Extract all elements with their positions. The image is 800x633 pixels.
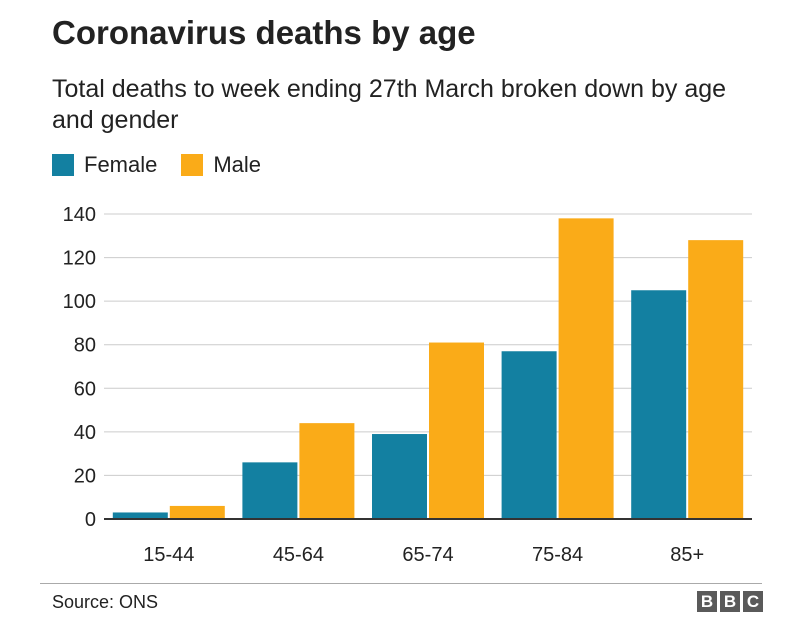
- bbc-logo-letter-2: B: [720, 591, 740, 612]
- bar-male-65-74: [429, 342, 484, 519]
- y-tick-label-120: 120: [63, 248, 96, 270]
- chart-subtitle: Total deaths to week ending 27th March b…: [52, 75, 727, 134]
- legend-item-male: Male: [181, 152, 261, 178]
- bar-male-85+: [688, 240, 744, 519]
- y-tick-label-140: 140: [63, 204, 96, 226]
- legend-swatch-male: [181, 154, 204, 176]
- y-tick-label-80: 80: [74, 335, 96, 357]
- bar-male-45-64: [299, 423, 355, 519]
- y-tick-label-0: 0: [85, 509, 96, 531]
- legend-swatch-female: [52, 154, 74, 176]
- bbc-logo-letter-3: C: [743, 591, 763, 612]
- bar-male-15-44: [169, 505, 225, 519]
- legend: Female Male: [52, 152, 285, 178]
- legend-label-female: Female: [84, 152, 158, 177]
- chart-title: Coronavirus deaths by age: [52, 14, 476, 51]
- legend-label-male: Male: [213, 152, 262, 177]
- y-tick-label-100: 100: [63, 291, 96, 313]
- bar-female-75-84: [501, 351, 557, 519]
- x-tick-label-45-64: 45-64: [273, 544, 324, 566]
- bbc-logo-letter-1: B: [697, 591, 717, 612]
- x-tick-label-65-74: 65-74: [402, 544, 453, 566]
- bar-female-85+: [631, 290, 687, 519]
- x-tick-label-15-44: 15-44: [143, 544, 194, 566]
- footer-divider: [40, 583, 762, 584]
- bar-female-45-64: [242, 462, 298, 519]
- x-tick-label-75-84: 75-84: [532, 544, 583, 566]
- legend-item-female: Female: [52, 152, 157, 178]
- bar-female-65-74: [372, 434, 427, 519]
- bbc-logo: B B C: [694, 591, 763, 612]
- bar-female-15-44: [112, 512, 168, 519]
- y-tick-label-60: 60: [74, 378, 96, 400]
- x-tick-label-85+: 85+: [670, 544, 704, 566]
- y-tick-label-20: 20: [74, 465, 96, 487]
- source-note: Source: ONS: [52, 592, 159, 612]
- bar-chart: 0 20 40 60 80 100 120 140 15-44 45-64 65-74 75-84 85…: [63, 204, 752, 566]
- y-tick-label-40: 40: [74, 422, 96, 444]
- bar-male-75-84: [558, 218, 614, 519]
